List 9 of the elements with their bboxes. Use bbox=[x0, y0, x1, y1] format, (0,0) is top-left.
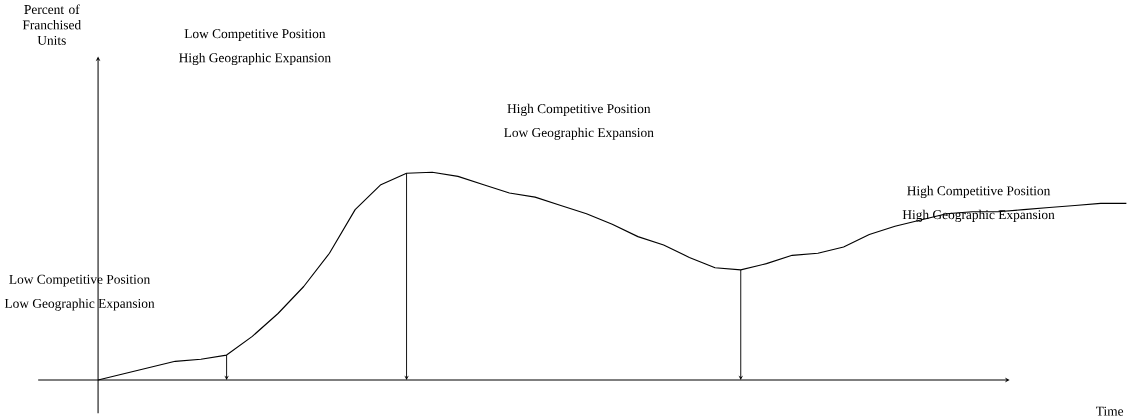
annotation: Low Geographic Expansion bbox=[4, 298, 155, 311]
text: High Competitive Position bbox=[507, 103, 651, 116]
text: High Geographic Expansion bbox=[179, 52, 331, 65]
text: Low Competitive Position bbox=[184, 29, 326, 41]
annotation: High Competitive Position bbox=[907, 185, 1051, 198]
annotation: High Geographic Expansion bbox=[902, 209, 1055, 222]
x-axis-title: Time bbox=[1096, 406, 1124, 416]
text: Low Geographic Expansion bbox=[504, 127, 654, 140]
text: Percent of Franchised Units bbox=[22, 4, 81, 45]
